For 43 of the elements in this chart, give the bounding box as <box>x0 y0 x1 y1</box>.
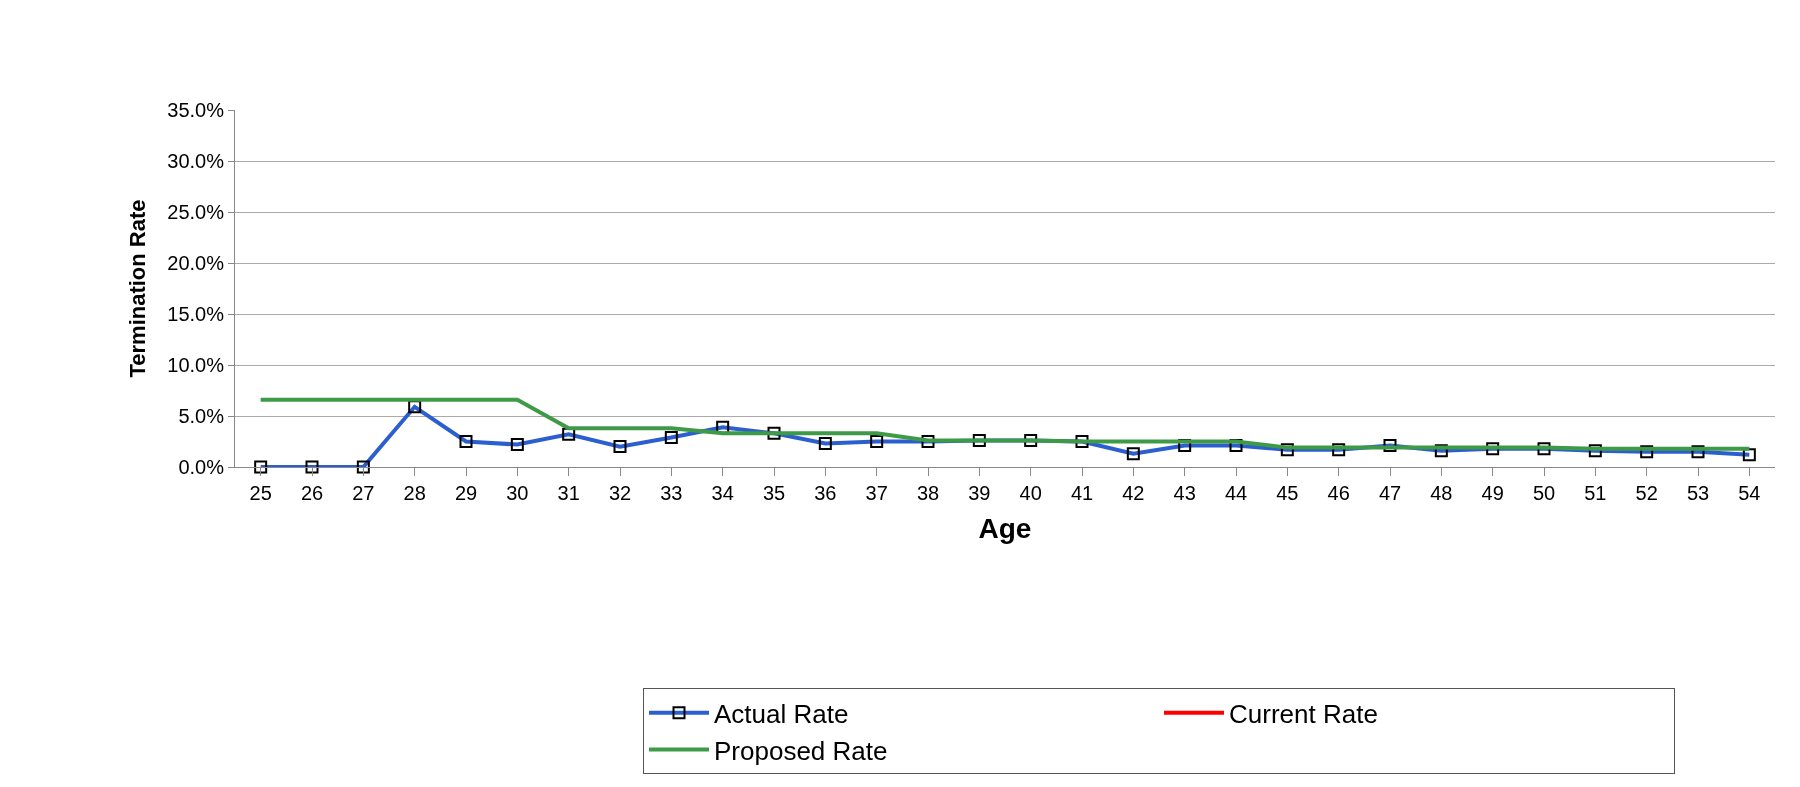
legend-label: Proposed Rate <box>714 735 888 766</box>
x-tick-label: 27 <box>352 482 375 504</box>
x-tick-label: 29 <box>454 482 478 504</box>
y-tick-label: 5.0% <box>178 405 225 427</box>
y-tick-label: 10.0% <box>167 354 225 376</box>
x-tick-label: 31 <box>557 482 580 504</box>
x-tick-label: 39 <box>968 482 991 504</box>
x-tick-label: 40 <box>1019 482 1042 504</box>
x-axis-title: Age <box>978 513 1032 545</box>
x-tick-label: 53 <box>1686 482 1710 504</box>
y-tick-label: 25.0% <box>167 201 225 223</box>
x-tick-label: 46 <box>1327 482 1350 504</box>
x-tick-label: 52 <box>1635 482 1658 504</box>
y-tick-label: 0.0% <box>178 456 225 478</box>
x-tick-label: 26 <box>300 482 324 504</box>
x-tick-label: 51 <box>1584 482 1607 504</box>
x-tick-label: 37 <box>865 482 888 504</box>
x-tick-label: 36 <box>814 482 837 504</box>
x-tick-label: 44 <box>1224 482 1248 504</box>
y-tick-label: 15.0% <box>167 303 225 325</box>
x-tick-label: 48 <box>1430 482 1453 504</box>
x-tick-label: 45 <box>1276 482 1299 504</box>
x-tick-label: 30 <box>506 482 529 504</box>
x-tick-label: 41 <box>1070 482 1094 504</box>
x-tick-label: 28 <box>403 482 426 504</box>
legend-label: Current Rate <box>1229 698 1378 729</box>
x-tick-label: 25 <box>249 482 272 504</box>
legend-label: Actual Rate <box>714 698 849 729</box>
y-tick-label: 30.0% <box>167 150 225 172</box>
y-tick-label: 35.0% <box>167 99 225 121</box>
x-tick-label: 43 <box>1173 482 1196 504</box>
y-tick-label: 20.0% <box>167 252 225 274</box>
x-tick-label: 42 <box>1122 482 1145 504</box>
x-tick-label: 34 <box>711 482 734 504</box>
x-tick-label: 38 <box>916 482 940 504</box>
x-tick-label: 32 <box>608 482 632 504</box>
x-tick-label: 49 <box>1481 482 1504 504</box>
y-axis-title: Termination Rate <box>125 199 151 378</box>
x-tick-label: 35 <box>762 482 786 504</box>
x-tick-label: 47 <box>1378 482 1402 504</box>
x-tick-label: 50 <box>1532 482 1556 504</box>
x-tick-label: 54 <box>1738 482 1761 504</box>
x-tick-label: 33 <box>660 482 683 504</box>
